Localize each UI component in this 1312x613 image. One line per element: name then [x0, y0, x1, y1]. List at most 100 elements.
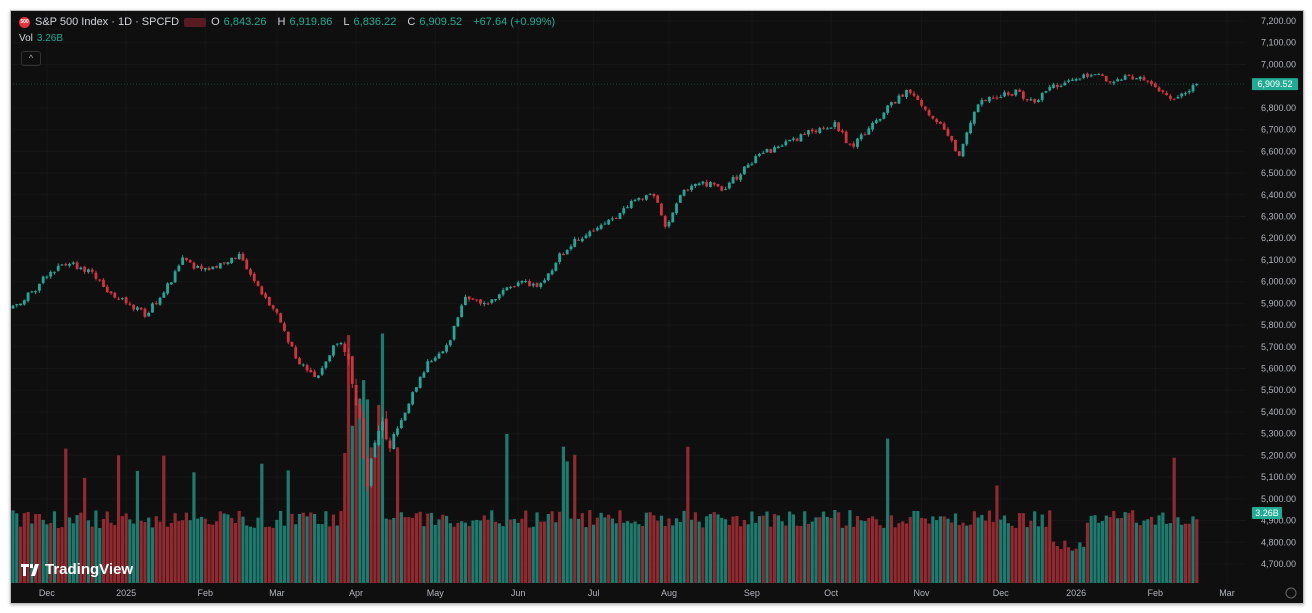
candle-body	[237, 253, 241, 260]
candle-body	[166, 283, 169, 294]
volume-bar	[1029, 520, 1033, 583]
volume-bar	[652, 515, 656, 583]
volume-bar	[218, 511, 222, 583]
last-price-tag	[1252, 78, 1298, 91]
volume-bar	[358, 398, 362, 583]
volume-bar	[331, 514, 336, 583]
candle-body	[234, 257, 237, 259]
candle-body	[592, 230, 595, 232]
volume-bar	[965, 525, 969, 583]
candle-body	[109, 291, 113, 294]
volume-bar	[1172, 457, 1176, 583]
y-tick-label: 5,500.00	[1261, 385, 1296, 395]
candle-body	[671, 212, 675, 223]
volume-bar	[840, 527, 844, 583]
candle-body	[467, 296, 471, 300]
volume-bar	[1017, 513, 1022, 583]
candle-body	[758, 153, 761, 156]
candle-body	[535, 283, 539, 287]
volume-bar	[362, 380, 366, 583]
volume-bar	[938, 516, 943, 583]
chevron-up-icon[interactable]: ^	[21, 51, 41, 66]
volume-bar	[580, 513, 584, 583]
candle-body	[75, 262, 79, 269]
volume-bar	[599, 512, 603, 583]
candle-body	[893, 102, 897, 104]
y-tick-label: 6,700.00	[1261, 125, 1296, 135]
volume-bar	[942, 516, 946, 583]
volume-bar	[810, 521, 814, 583]
candle-body	[218, 263, 222, 269]
volume-bar	[1191, 516, 1195, 583]
volume-bar	[98, 527, 102, 583]
y-tick-label: 4,700.00	[1261, 559, 1296, 569]
volume-bar	[320, 524, 324, 583]
settings-icon[interactable]	[1285, 587, 1297, 599]
candle-body	[192, 262, 196, 269]
volume-bar	[837, 512, 841, 583]
candle-body	[1059, 85, 1063, 87]
candle-body	[1157, 87, 1161, 92]
volume-bar	[904, 523, 909, 583]
candle-body	[867, 128, 871, 135]
candle-body	[230, 257, 234, 264]
volume-bar	[395, 447, 400, 583]
candle-body	[573, 238, 577, 247]
candle-body	[56, 265, 60, 271]
volume-bar	[30, 523, 34, 583]
x-tick-label: Oct	[824, 588, 839, 598]
candle-body	[215, 265, 218, 268]
candle-body	[1086, 73, 1089, 77]
x-tick-label: Aug	[661, 588, 677, 598]
candle-body	[799, 134, 803, 142]
volume-bar	[1116, 518, 1120, 583]
candle-body	[177, 265, 181, 272]
symbol-title[interactable]: S&P 500 Index · 1D · SPCFD	[35, 16, 180, 28]
volume-bar	[980, 514, 984, 583]
volume-bar	[83, 477, 87, 583]
candle-body	[848, 143, 852, 145]
volume-bar	[1157, 515, 1161, 583]
candle-body	[437, 353, 441, 359]
volume-bar	[1051, 541, 1056, 583]
candle-body	[611, 218, 614, 220]
candle-body	[1138, 76, 1142, 80]
volume-bar	[45, 524, 49, 583]
candle-body	[795, 138, 799, 141]
candle-body	[98, 279, 102, 281]
volume-bar	[961, 522, 965, 583]
volume-bar	[539, 521, 543, 583]
volume-bar	[546, 513, 550, 583]
candle-body	[87, 269, 90, 273]
candle-body	[1165, 92, 1169, 96]
volume-bar	[101, 518, 106, 583]
candle-body	[1040, 92, 1044, 101]
volume-bar	[803, 511, 807, 583]
candle-body	[139, 307, 143, 310]
volume-bar	[512, 519, 517, 583]
y-tick-label: 5,400.00	[1261, 407, 1296, 417]
volume-bar	[1059, 549, 1063, 583]
candle-body	[935, 119, 939, 122]
candle-body	[788, 139, 792, 142]
volume-bar	[640, 526, 645, 583]
volume-bar	[648, 512, 652, 583]
candle-body	[15, 304, 19, 306]
candle-body	[1082, 74, 1086, 78]
volume-bar	[855, 516, 860, 583]
candle-body	[403, 412, 407, 421]
volume-bar	[233, 523, 238, 583]
candle-body	[946, 129, 950, 136]
volume-bar	[388, 519, 392, 583]
x-tick-label: Dec	[993, 588, 1010, 598]
volume-bar	[339, 511, 343, 583]
candle-body	[79, 267, 83, 270]
volume-bar	[991, 521, 995, 583]
y-tick-label: 6,300.00	[1261, 211, 1296, 221]
candle-body	[249, 269, 252, 275]
volume-bar	[844, 525, 848, 583]
candle-body	[1029, 99, 1033, 101]
volume-bar	[196, 518, 200, 583]
candle-body	[388, 440, 392, 449]
candlestick-chart[interactable]: 7,200.00 7,100.00 7,000.00 6,800.00 6,700.00…	[11, 11, 1303, 603]
